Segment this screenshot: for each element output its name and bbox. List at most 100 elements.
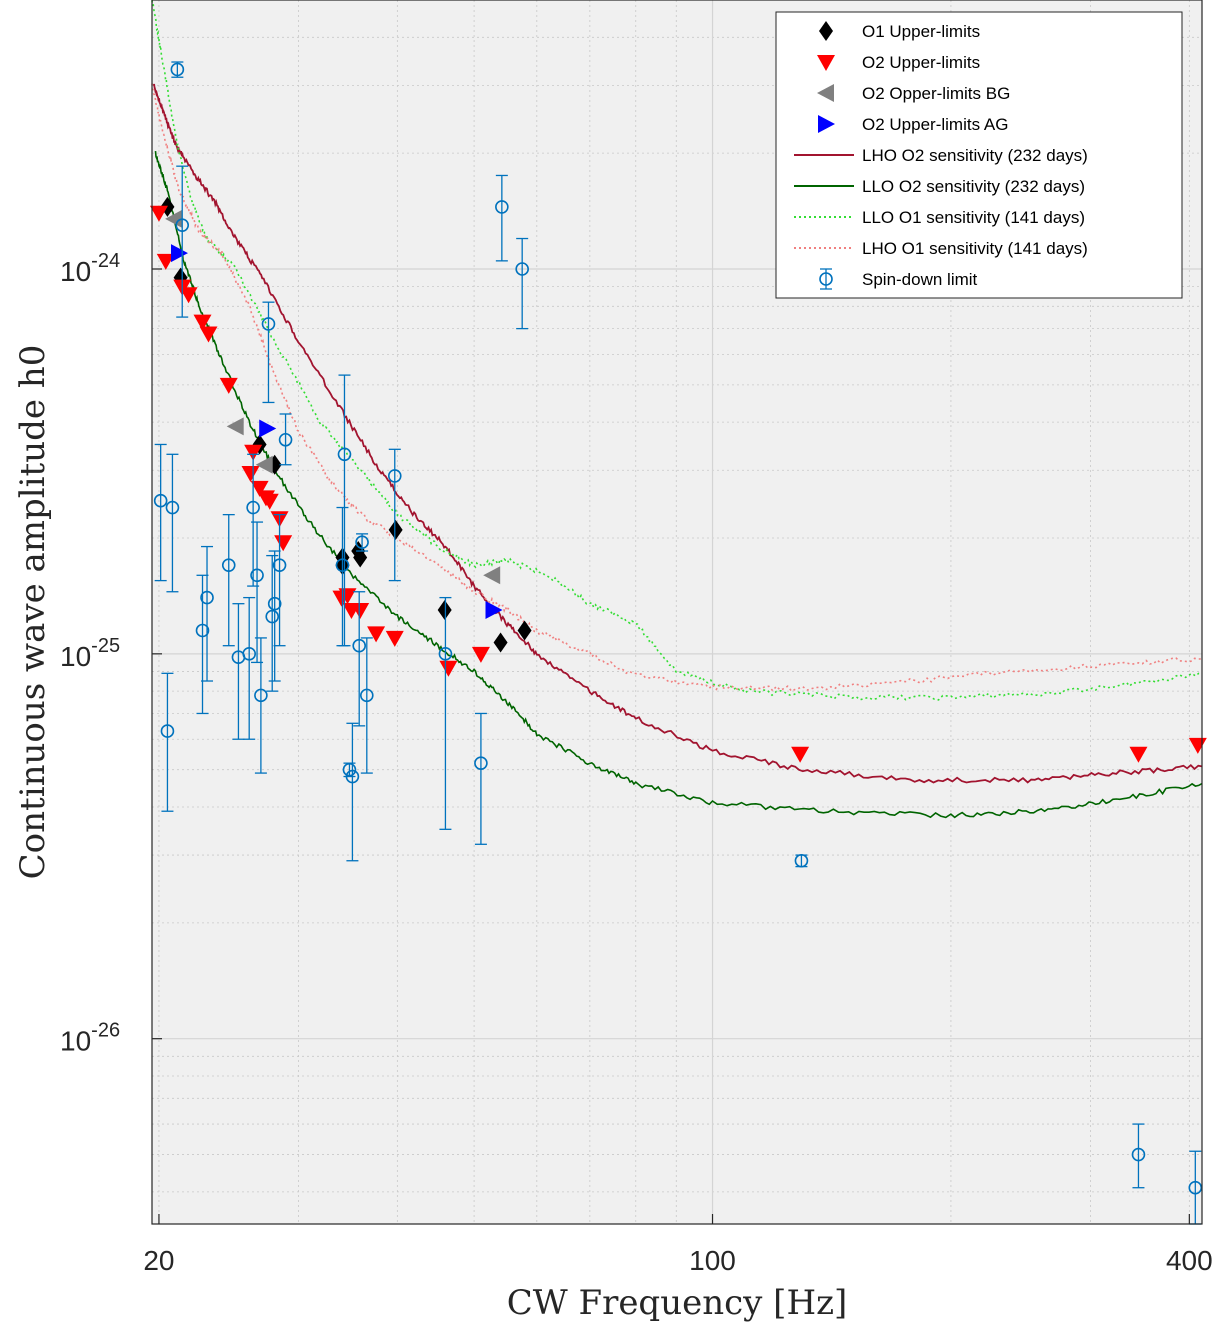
o2-upper-limit-marker [791, 746, 810, 763]
spindown-circle [438, 647, 453, 661]
spindown-circle [1188, 1180, 1203, 1195]
spindown-circle [261, 317, 276, 331]
legend-item: O2 Upper-limits AG [818, 115, 1008, 134]
spindown-limit-point [352, 591, 367, 727]
o2-upper-limit-marker [241, 466, 260, 483]
spindown-limit-point [254, 637, 268, 774]
spindown-circle [342, 762, 357, 777]
spindown-circle [335, 558, 350, 572]
o2-upper-limit-marker [179, 287, 198, 304]
spindown-circle [387, 469, 402, 483]
spindown-limit-point [387, 448, 402, 582]
spindown-limit-point [250, 521, 264, 664]
spindown-circle [200, 590, 214, 605]
legend-item: O2 Upper-limits [817, 53, 980, 72]
spindown-limit-point [335, 506, 350, 647]
spindown-circle [221, 558, 236, 572]
spindown-circle [515, 262, 529, 276]
spindown-limit-point [170, 61, 185, 78]
spindown-limit-point [278, 413, 293, 466]
spindown-circle [474, 756, 488, 770]
spindown-limit-point [515, 237, 529, 330]
o2-upper-limit-marker [351, 602, 370, 619]
spindown-limit-point [265, 554, 280, 692]
spindown-limit-point [360, 637, 374, 774]
spindown-circle [355, 535, 369, 550]
spindown-limit-point [1131, 1123, 1146, 1189]
spindown-circle [337, 447, 352, 462]
spindown-circle [153, 493, 168, 508]
o2-upper-limit-marker [250, 480, 269, 497]
y-tick-label: 10-25 [60, 635, 120, 672]
spindown-limit-point [221, 513, 236, 647]
axes-frame [151, 0, 1203, 1225]
o2-upper-limit-marker [367, 626, 386, 643]
o2-ag-marker [170, 244, 188, 263]
legend-label: O2 Upper-limits AG [862, 115, 1008, 134]
spindown-circle [360, 688, 374, 703]
spindown-limit-point [337, 374, 352, 647]
spindown-circle [272, 558, 287, 572]
o2-upper-limit-marker [439, 660, 458, 677]
o2-bg-marker [483, 566, 501, 585]
spindown-circle [165, 500, 180, 515]
spindown-circle [195, 623, 210, 638]
o1-upper-limit-marker [517, 620, 532, 641]
o2-upper-limit-marker [274, 535, 293, 552]
spindown-circle [250, 568, 264, 583]
spindown-limit-point [175, 165, 190, 318]
o1-upper-limit-marker [493, 632, 508, 653]
x-tick-label: 400 [1166, 1245, 1213, 1276]
spindown-limit-point [474, 712, 488, 845]
spindown-circle [242, 647, 256, 661]
spindown-limit-point [200, 545, 214, 682]
spindown-limit-point [272, 513, 287, 647]
axis-ticks: 20 100 400 10-24 10-25 10-26 [60, 250, 1213, 1276]
x-tick-label: 20 [143, 1245, 174, 1276]
legend-marker-swatch [818, 115, 835, 133]
legend: O1 Upper-limits O2 Upper-limits O2 Opper-l… [775, 11, 1183, 299]
lho-o2-curve [152, 83, 1203, 784]
spindown-circle [265, 609, 280, 624]
spindown-circle [254, 688, 268, 703]
spindown-circle [267, 596, 282, 611]
spindown-limit-point [242, 596, 256, 740]
o1-upper-limit-marker [437, 599, 452, 620]
legend-marker-swatch [817, 84, 834, 102]
spindown-limit-point [345, 722, 360, 862]
o2-bg-marker [255, 455, 273, 474]
data-markers [149, 61, 1207, 1225]
legend-item: O2 Opper-limits BG [817, 84, 1010, 103]
legend-label: LLO O2 sensitivity (232 days) [862, 177, 1085, 196]
legend-label: O1 Upper-limits [862, 22, 980, 41]
spindown-limit-point [153, 443, 168, 582]
spindown-limit-point [165, 453, 180, 593]
x-axis-title: CW Frequency [Hz] [507, 1283, 848, 1323]
o2-ag-marker [259, 419, 277, 438]
legend-item: LHO O1 sensitivity (141 days) [794, 239, 1088, 258]
spindown-circle [175, 218, 190, 232]
legend-label: LLO O1 sensitivity (141 days) [862, 208, 1085, 227]
legend-item: O1 Upper-limits [819, 21, 980, 41]
y-axis-title: Continuous wave amplitude h0 [13, 345, 53, 880]
spindown-limit-point [342, 762, 357, 778]
spindown-circle [170, 62, 185, 77]
spindown-circle [246, 500, 260, 515]
legend-marker-swatch [817, 55, 835, 71]
legend-label: Spin-down limit [862, 270, 978, 289]
o2-bg-marker [226, 417, 244, 436]
o2-upper-limit-marker [156, 253, 175, 270]
o2-upper-limit-marker [260, 493, 279, 510]
o1-upper-limit-marker [353, 547, 368, 568]
legend-label: O2 Upper-limits [862, 53, 980, 72]
o2-bg-marker [165, 209, 183, 228]
spindown-limit-point [495, 174, 509, 262]
spindown-limit-point [794, 853, 809, 868]
legend-label: LHO O2 sensitivity (232 days) [862, 146, 1088, 165]
spindown-circle [345, 769, 360, 784]
spindown-circle [1131, 1147, 1146, 1162]
o2-upper-limit-marker [385, 630, 404, 647]
spindown-circle [794, 853, 809, 868]
o2-upper-limit-marker [199, 326, 218, 343]
